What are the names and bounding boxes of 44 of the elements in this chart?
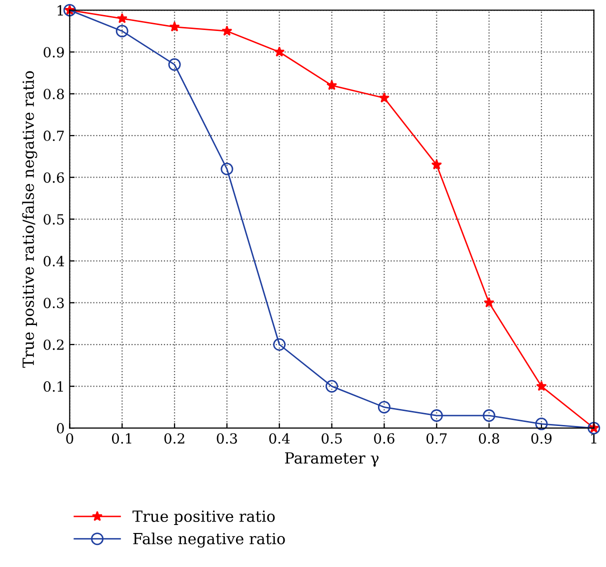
- y-tick-label: 0.1: [44, 381, 63, 392]
- y-axis-title: True positive ratio/false negative ratio: [22, 71, 38, 368]
- y-tick-label: 0.3: [44, 298, 64, 308]
- point: [274, 46, 285, 57]
- x-tick-label: 0.7: [426, 433, 447, 444]
- x-tick-label: 1: [591, 433, 596, 444]
- y-tick-label: 1: [58, 5, 63, 16]
- point: [326, 380, 338, 393]
- point: [116, 13, 128, 24]
- y-tick-label: 0.8: [44, 88, 64, 100]
- y-tick-label: 0.2: [44, 339, 64, 350]
- legend-label: True positive ratio: [132, 510, 275, 525]
- y-tick-label: 0.6: [44, 172, 64, 183]
- y-tick-label: 0.5: [44, 214, 64, 225]
- point: [431, 159, 442, 170]
- point: [168, 58, 181, 71]
- x-tick-label: 0.5: [322, 433, 342, 444]
- point: [378, 400, 390, 414]
- x-tick-label: 0.2: [164, 433, 184, 444]
- point: [116, 24, 128, 38]
- x-tick-label: 0.3: [216, 433, 237, 444]
- point: [484, 297, 494, 308]
- point: [536, 380, 547, 391]
- x-tick-label: 0.9: [531, 433, 552, 444]
- legend-label: False negative ratio: [133, 532, 285, 548]
- y-tick-label: 0: [56, 423, 64, 434]
- y-tick-label: 0.4: [44, 256, 64, 266]
- x-tick-label: 0.4: [269, 433, 290, 444]
- point: [220, 162, 234, 176]
- x-tick-label: 0.8: [478, 433, 500, 444]
- x-tick-label: 0.6: [374, 433, 394, 444]
- y-tick-label: 0.9: [44, 46, 64, 58]
- y-tick-label: 0.7: [44, 130, 64, 142]
- x-tick-label: 0: [66, 433, 74, 444]
- point: [535, 418, 548, 430]
- point: [273, 338, 286, 351]
- x-tick-label: 0.1: [112, 433, 132, 444]
- point: [169, 21, 180, 32]
- point: [326, 80, 338, 90]
- point: [482, 409, 496, 422]
- x-axis-title: Parameter γ: [285, 452, 379, 467]
- point: [222, 26, 232, 36]
- point: [378, 92, 390, 103]
- point: [430, 409, 443, 422]
